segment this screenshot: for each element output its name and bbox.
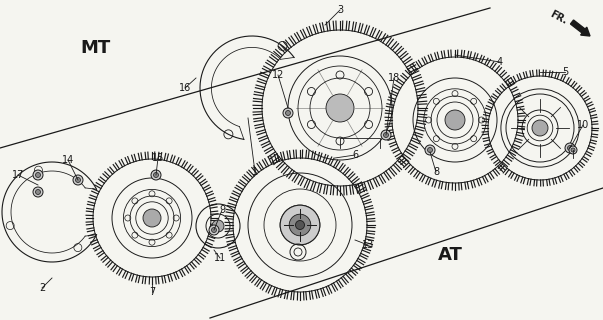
Text: 16: 16 — [179, 83, 191, 93]
Circle shape — [73, 175, 83, 185]
Circle shape — [154, 172, 159, 178]
Circle shape — [289, 214, 311, 236]
Circle shape — [428, 148, 432, 153]
Circle shape — [143, 209, 161, 227]
Circle shape — [151, 170, 161, 180]
Circle shape — [569, 146, 577, 154]
Circle shape — [280, 205, 320, 245]
Circle shape — [326, 94, 354, 122]
Text: AT: AT — [438, 246, 463, 264]
Circle shape — [36, 172, 40, 178]
Text: 17: 17 — [12, 170, 24, 180]
Circle shape — [295, 220, 305, 229]
Circle shape — [532, 120, 548, 136]
Text: 9: 9 — [219, 205, 225, 215]
Text: 5: 5 — [562, 67, 568, 77]
Circle shape — [212, 220, 224, 232]
Text: 11: 11 — [214, 253, 226, 263]
Text: 12: 12 — [272, 70, 284, 80]
Circle shape — [209, 225, 219, 235]
Text: 7: 7 — [149, 287, 155, 297]
Circle shape — [445, 110, 465, 130]
Text: 1: 1 — [252, 167, 258, 177]
Circle shape — [75, 178, 80, 182]
Text: FR.: FR. — [548, 9, 569, 27]
Circle shape — [425, 145, 435, 155]
Circle shape — [33, 187, 43, 197]
Text: 14: 14 — [62, 155, 74, 165]
Text: 10: 10 — [577, 120, 589, 130]
Text: 3: 3 — [337, 5, 343, 15]
Circle shape — [381, 130, 391, 140]
Text: 2: 2 — [39, 283, 45, 293]
Text: 4: 4 — [497, 57, 503, 67]
Text: 15: 15 — [152, 153, 164, 163]
Circle shape — [212, 228, 216, 233]
Circle shape — [567, 146, 572, 150]
Circle shape — [565, 143, 575, 153]
Text: 18: 18 — [388, 73, 400, 83]
Circle shape — [36, 189, 40, 195]
Circle shape — [285, 110, 291, 116]
FancyArrow shape — [570, 20, 590, 36]
Text: 13: 13 — [362, 240, 374, 250]
Circle shape — [33, 170, 43, 180]
Circle shape — [384, 132, 388, 138]
Text: 8: 8 — [433, 167, 439, 177]
Circle shape — [283, 108, 293, 118]
Text: 6: 6 — [352, 150, 358, 160]
Circle shape — [571, 148, 575, 152]
Text: MT: MT — [80, 39, 110, 57]
